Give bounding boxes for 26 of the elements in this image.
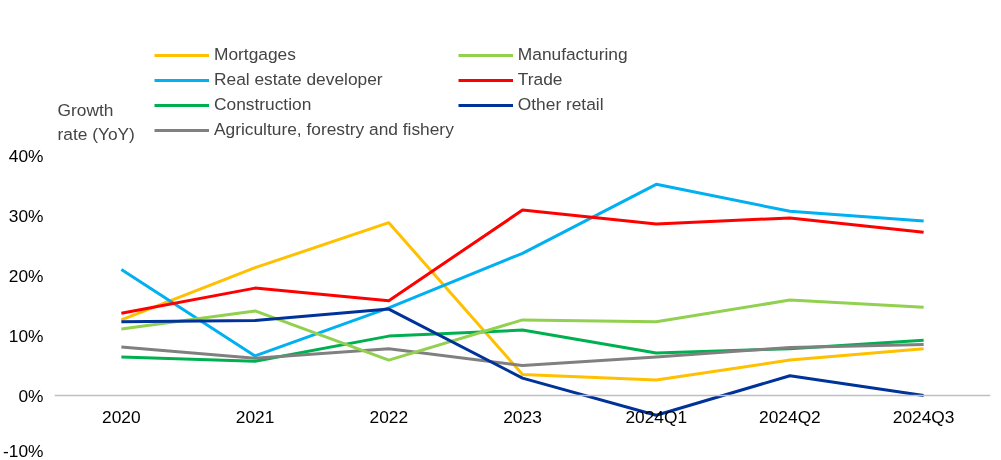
- line-series: [119, 221, 926, 382]
- legend-label: Real estate developer: [214, 69, 383, 90]
- line-series: [119, 182, 926, 358]
- x-tick-label: 2024Q2: [759, 406, 821, 427]
- y-tick-label: 10%: [8, 325, 44, 346]
- y-tick-label: 40%: [8, 145, 44, 166]
- legend-label: Manufacturing: [517, 44, 628, 65]
- legend-label: Mortgages: [214, 44, 296, 65]
- y-tick-label: 20%: [8, 265, 44, 286]
- y-tick-label: 0%: [18, 385, 44, 406]
- x-tick-label: 2023: [503, 406, 542, 427]
- line-series: [119, 208, 926, 315]
- line-series: [119, 298, 926, 362]
- y-tick-label: 30%: [8, 205, 44, 226]
- legend-label: Agriculture, forestry and fishery: [214, 119, 454, 140]
- y-tick-label: -10%: [3, 440, 44, 460]
- x-tick-label: 2020: [102, 406, 141, 427]
- legend-label: Other retail: [517, 94, 604, 115]
- line-series: [119, 343, 926, 367]
- legend-label: Trade: [517, 69, 563, 90]
- x-tick-label: 2021: [235, 406, 275, 427]
- x-tick-label: 2022: [369, 406, 409, 427]
- y-axis-title: Growth rate (YoY): [57, 99, 135, 144]
- x-tick-label: 2024Q1: [625, 406, 688, 427]
- x-tick-label: 2024Q3: [892, 406, 955, 427]
- legend-label: Construction: [214, 94, 312, 115]
